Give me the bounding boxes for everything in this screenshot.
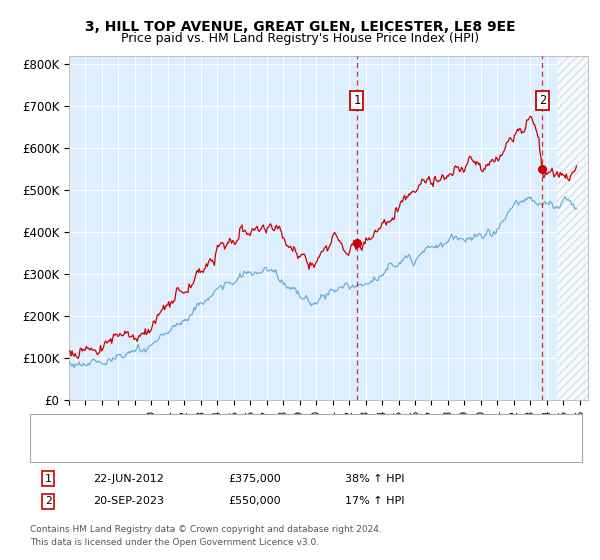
Text: 38% ↑ HPI: 38% ↑ HPI [345, 474, 404, 484]
Text: 17% ↑ HPI: 17% ↑ HPI [345, 496, 404, 506]
Text: £375,000: £375,000 [228, 474, 281, 484]
Text: 3, HILL TOP AVENUE, GREAT GLEN, LEICESTER, LE8 9EE: 3, HILL TOP AVENUE, GREAT GLEN, LEICESTE… [85, 20, 515, 34]
Text: £550,000: £550,000 [228, 496, 281, 506]
Text: This data is licensed under the Open Government Licence v3.0.: This data is licensed under the Open Gov… [30, 538, 319, 547]
Text: Contains HM Land Registry data © Crown copyright and database right 2024.: Contains HM Land Registry data © Crown c… [30, 525, 382, 534]
Text: HPI: Average price, detached house, Harborough: HPI: Average price, detached house, Harb… [87, 443, 342, 453]
Text: 2: 2 [44, 496, 52, 506]
Text: 1: 1 [353, 94, 361, 106]
Text: 3, HILL TOP AVENUE, GREAT GLEN, LEICESTER, LE8 9EE (detached house): 3, HILL TOP AVENUE, GREAT GLEN, LEICESTE… [87, 422, 470, 432]
Text: 22-JUN-2012: 22-JUN-2012 [93, 474, 164, 484]
Text: 1: 1 [44, 474, 52, 484]
Text: 2: 2 [539, 94, 546, 106]
Text: Price paid vs. HM Land Registry's House Price Index (HPI): Price paid vs. HM Land Registry's House … [121, 32, 479, 45]
Bar [557, 56, 588, 400]
Text: ——: —— [48, 419, 79, 434]
Text: ——: —— [48, 441, 79, 455]
Bar [557, 56, 588, 400]
Text: 20-SEP-2023: 20-SEP-2023 [93, 496, 164, 506]
